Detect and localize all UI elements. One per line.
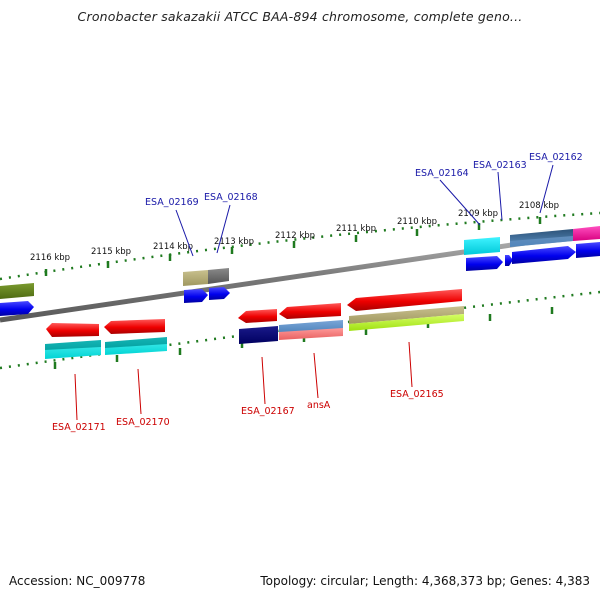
feature-blue-long (512, 246, 576, 264)
major-ticks (44, 217, 542, 276)
gene-label-esa02164[interactable]: ESA_02164 (415, 168, 469, 179)
tick-label-2115: 2115 kbp (91, 247, 131, 257)
feature-lime-02165 (349, 314, 464, 331)
tick-label-2109: 2109 kbp (458, 209, 498, 219)
accession-text: Accession: NC_009778 (9, 574, 146, 588)
gene-label-esa02162[interactable]: ESA_02162 (529, 152, 583, 163)
gene-label-ansa[interactable]: ansA (307, 400, 331, 411)
map-title: Cronobacter sakazakii ATCC BAA-894 chrom… (77, 9, 523, 24)
feature-grey (208, 268, 229, 284)
feature-blue-02168 (209, 287, 230, 300)
feature-teal-light-02171 (45, 347, 101, 359)
feature-tan (183, 270, 208, 286)
gene-label-esa02170[interactable]: ESA_02170 (116, 417, 170, 428)
genome-summary-text: Topology: circular; Length: 4,368,373 bp… (260, 574, 590, 588)
feature-teal-light-02170 (105, 344, 167, 355)
gene-label-esa02167[interactable]: ESA_02167 (241, 406, 295, 417)
feature-blue-right (576, 242, 600, 258)
tick-label-2111: 2111 kbp (336, 224, 376, 234)
feature-red-02171 (46, 323, 99, 337)
gene-label-esa02171[interactable]: ESA_02171 (52, 422, 106, 433)
top-leaders (175, 164, 554, 257)
tick-label-2112: 2112 kbp (275, 231, 315, 241)
feature-blue-small (505, 255, 513, 266)
feature-blue-02164 (466, 256, 503, 271)
feature-tan-02165 (349, 306, 464, 324)
feature-navy-02167 (239, 326, 278, 344)
tick-label-2113: 2113 kbp (214, 237, 254, 247)
gene-label-esa02165[interactable]: ESA_02165 (390, 389, 444, 400)
feature-magenta-02162 (573, 226, 600, 241)
tick-label-2110: 2110 kbp (397, 217, 437, 227)
gene-label-esa02168[interactable]: ESA_02168 (204, 192, 258, 203)
tick-label-2108: 2108 kbp (519, 201, 559, 211)
feature-blue-02169 (184, 289, 208, 303)
feature-red-ansA (279, 303, 341, 319)
feature-olive-left (0, 283, 34, 299)
feature-red-02165 (347, 289, 462, 311)
tick-label-2114: 2114 kbp (153, 242, 193, 252)
feature-cyan-02164 (464, 237, 500, 255)
tick-label-2116: 2116 kbp (30, 253, 70, 263)
feature-salmon-ansA (279, 328, 343, 340)
feature-red-02170 (104, 319, 165, 334)
feature-red-02167 (238, 309, 277, 323)
gene-label-esa02163[interactable]: ESA_02163 (473, 160, 527, 171)
feature-blue-left (0, 301, 34, 316)
gene-label-esa02169[interactable]: ESA_02169 (145, 197, 199, 208)
bottom-leaders (74, 341, 413, 421)
feature-steel-light-02163 (510, 236, 573, 247)
